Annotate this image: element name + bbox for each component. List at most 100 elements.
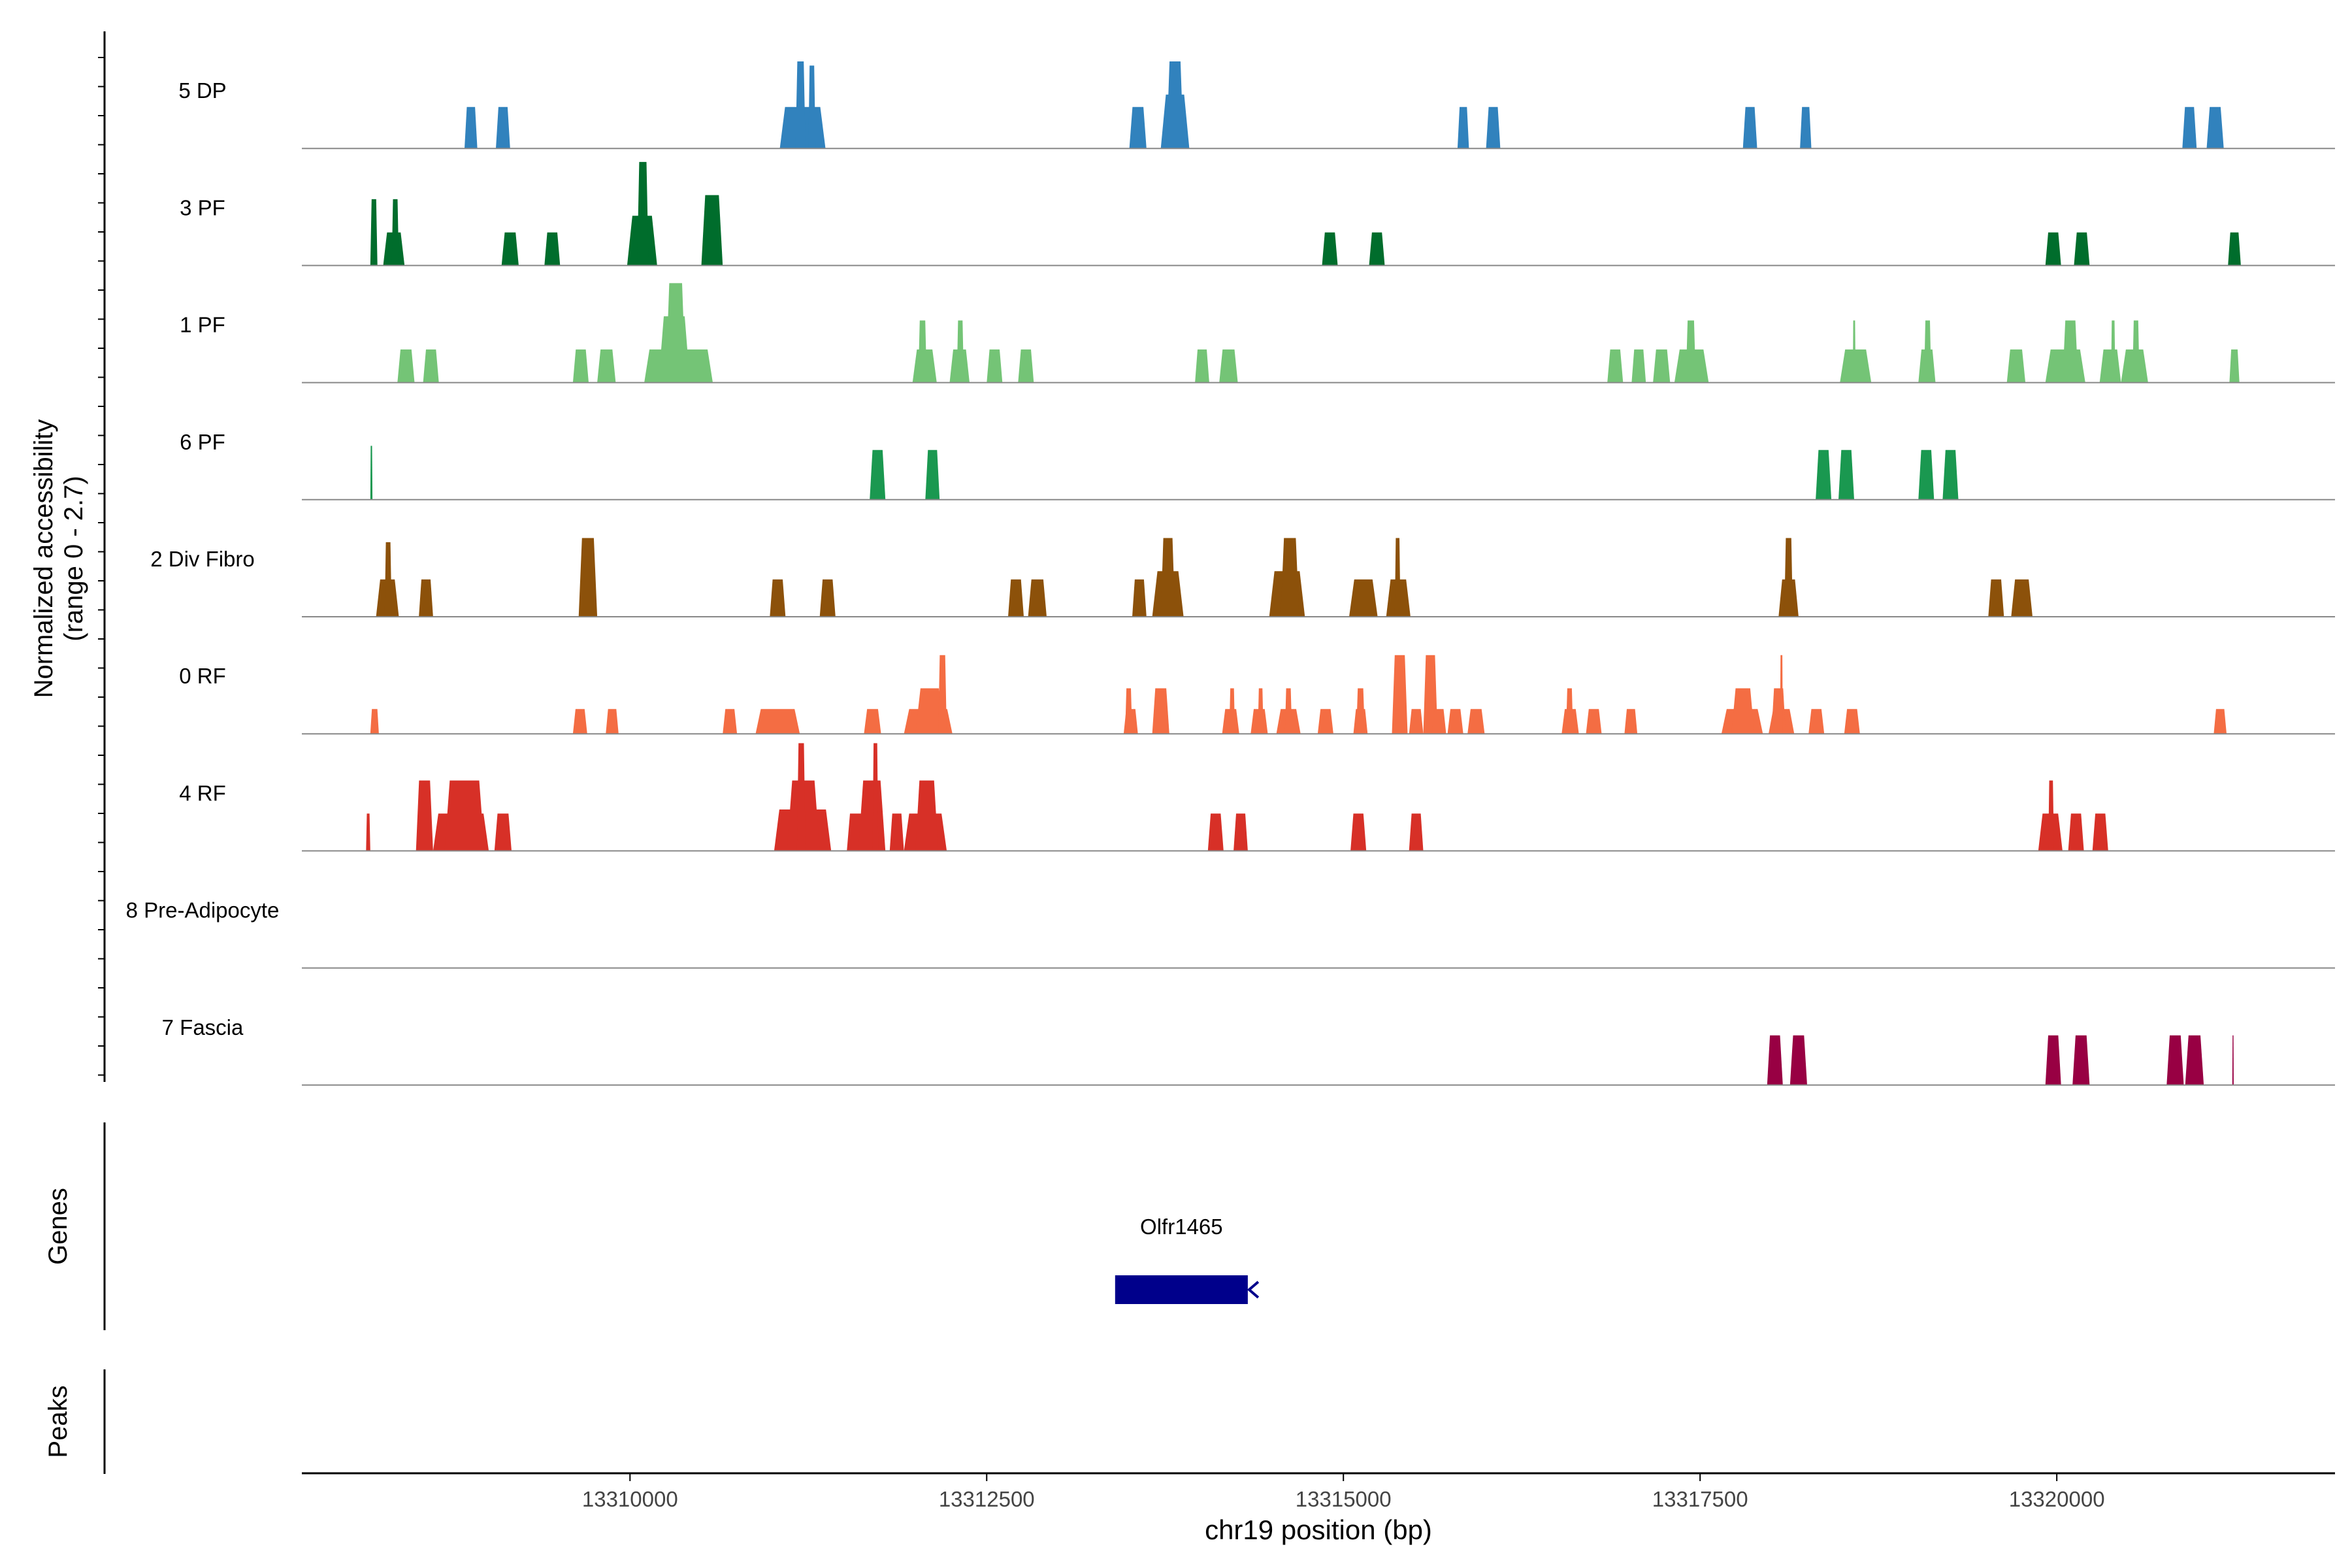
track-label: 8 Pre-Adipocyte — [126, 898, 280, 923]
coverage-peak — [572, 709, 587, 734]
coverage-peak — [889, 813, 904, 851]
coverage-peak — [1624, 709, 1638, 734]
coverage-peak — [2006, 349, 2026, 383]
x-axis-ticks: 13310000 13312500 13315000 13317500 13320000 — [582, 1473, 2105, 1511]
gene-body — [1115, 1275, 1248, 1304]
coverage-peak — [2166, 1035, 2184, 1085]
coverage-peak — [2092, 813, 2108, 851]
coverage-peak — [606, 709, 619, 734]
coverage-peak — [1918, 449, 1935, 500]
coverage-peak — [501, 232, 519, 266]
coverage-peak — [819, 579, 836, 617]
coverage-peak — [2213, 709, 2227, 734]
track-label: 7 Fascia — [162, 1015, 244, 1039]
coverage-peak — [1008, 579, 1024, 617]
track-4-rf: 4 RF — [179, 743, 2335, 852]
coverage-peak — [915, 780, 938, 851]
coverage-peak — [1132, 579, 1147, 617]
coverage-peak — [1924, 320, 1931, 383]
coverage-peak — [423, 349, 439, 383]
coverage-peak — [2132, 320, 2140, 383]
coverage-peak — [544, 232, 561, 266]
coverage-peak — [1607, 349, 1624, 383]
coverage-peak — [858, 780, 886, 851]
coverage-peak — [956, 320, 964, 383]
coverage-peak — [723, 709, 738, 734]
coverage-peak — [496, 106, 510, 149]
x-tick-label: 13312500 — [939, 1487, 1035, 1511]
coverage-peak — [391, 199, 399, 266]
coverage-peak — [1844, 709, 1860, 734]
coverage-peak — [597, 349, 616, 383]
coverage-peak — [2229, 349, 2240, 383]
coverage-peak — [1457, 106, 1469, 149]
peaks-track-label: Peaks — [44, 1385, 73, 1458]
coverage-peak — [1767, 1035, 1783, 1085]
coverage-peak — [1317, 709, 1333, 734]
coverage-peak — [1284, 688, 1292, 734]
coverage-peak — [1028, 579, 1047, 617]
coverage-peak — [1233, 813, 1248, 851]
strand-arrow — [1247, 1281, 1260, 1299]
coverage-peak — [1229, 688, 1235, 734]
coverage-peak — [1988, 579, 2004, 617]
coverage-peak — [1018, 349, 1034, 383]
track-label: 6 PF — [180, 430, 225, 454]
genes-track-label: Genes — [44, 1188, 73, 1265]
coverage-peak — [1281, 538, 1299, 617]
coverage-peak — [397, 349, 415, 383]
coverage-peak — [1789, 1035, 1807, 1085]
coverage-peak — [1394, 538, 1401, 617]
track-label: 0 RF — [179, 664, 226, 688]
coverage-peak — [1409, 813, 1424, 851]
x-tick-label: 13315000 — [1296, 1487, 1392, 1511]
coverage-peak — [1653, 349, 1671, 383]
coverage-peak — [2111, 320, 2115, 383]
coverage-peak — [1852, 320, 1856, 383]
coverage-peak — [2206, 106, 2224, 149]
track-2-div-fibro: 2 Div Fibro — [150, 538, 2335, 617]
coverage-peak — [1486, 106, 1501, 149]
coverage-peak — [637, 161, 649, 266]
coverage-peak — [1125, 688, 1132, 734]
coverage-peak — [1350, 813, 1367, 851]
coverage-peak — [795, 61, 806, 149]
coverage-peak — [864, 709, 881, 734]
coverage-peak — [366, 813, 370, 851]
track-6-pf: 6 PF — [180, 430, 2335, 500]
coverage-peak — [419, 579, 433, 617]
coverage-peak — [2062, 320, 2078, 383]
coverage-peak — [1686, 320, 1696, 383]
track-0-rf: 0 RF — [179, 655, 2335, 735]
coverage-peak — [915, 688, 944, 734]
coverage-peak — [938, 655, 947, 734]
coverage-peak — [2045, 1035, 2061, 1085]
coverage-peak — [701, 195, 723, 266]
track-label: 5 DP — [178, 78, 226, 103]
coverage-peak — [416, 780, 433, 851]
x-tick-label: 13317500 — [1652, 1487, 1748, 1511]
coverage-peak — [1356, 688, 1365, 734]
coverage-peak — [1942, 449, 1959, 500]
gene-olfr1465: Olfr1465 — [1115, 1215, 1260, 1304]
track-label: 3 PF — [180, 195, 225, 220]
coverage-peak — [1322, 232, 1338, 266]
coverage-peak — [384, 542, 392, 617]
coverage-peak — [870, 449, 886, 500]
coverage-peak — [1731, 688, 1755, 734]
coverage-peak — [1219, 349, 1238, 383]
coverage-peak — [1586, 709, 1602, 734]
coverage-peak — [925, 449, 940, 500]
coverage-peak — [770, 579, 786, 617]
coverage-peak — [1152, 688, 1169, 734]
coverage-peak — [1800, 106, 1812, 149]
coverage-peak — [572, 349, 589, 383]
coverage-peak — [2074, 232, 2090, 266]
coverage-peak — [1392, 655, 1408, 734]
coverage-peak — [2072, 1035, 2090, 1085]
coverage-peak — [2068, 813, 2084, 851]
coverage-peak — [1258, 688, 1264, 734]
coverage-peak — [1467, 709, 1485, 734]
coverage-peak — [1447, 709, 1463, 734]
coverage-peak — [465, 106, 478, 149]
